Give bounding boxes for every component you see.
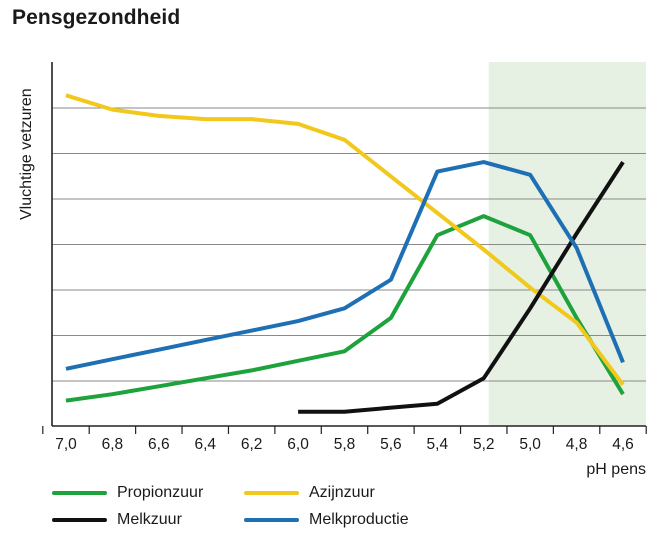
series-line-melkproductie [65,160,625,371]
legend-swatch-melkproductie [244,518,299,522]
x-tick-label: 6,4 [194,436,216,453]
series-line-propionzuur [65,214,625,403]
highlight-zone [488,62,646,426]
x-tick-label: 6,8 [102,436,124,453]
x-tick-label: 7,0 [55,436,77,453]
x-axis-label: pH pens [586,461,646,478]
legend-item-propionzuur: Propionzuur [52,482,203,504]
series-line-azijnzuur [65,93,625,386]
x-tick-label: 5,8 [334,436,356,453]
legend-label-melkzuur: Melkzuur [117,511,182,528]
legend-item-melkproductie: Melkproductie [244,509,409,531]
legend-swatch-azijnzuur [244,491,299,495]
x-tick-label: 4,6 [612,436,634,453]
x-tick-label: 5,0 [519,436,541,453]
x-tick-label: 6,2 [241,436,263,453]
legend-label-propionzuur: Propionzuur [117,484,204,501]
legend-item-melkzuur: Melkzuur [52,509,182,531]
legend-swatch-propionzuur [52,491,107,495]
x-tick-label: 6,6 [148,436,170,453]
x-tick-label: 5,6 [380,436,402,453]
legend-label-azijnzuur: Azijnzuur [309,484,375,501]
x-tick-label: 6,0 [287,436,309,453]
legend-label-melkproductie: Melkproductie [309,511,409,528]
page-title: Pensgezondheid [12,6,181,29]
x-tick-label: 5,2 [473,436,495,453]
legend: Propionzuur Azijnzuur Melkzuur Melkprodu… [52,482,472,532]
legend-item-azijnzuur: Azijnzuur [244,482,375,504]
x-tick-label: 5,4 [427,436,449,453]
chart: 7,0 6,8 6,6 6,4 6,2 6,0 5,8 5,6 5,4 5,2 5,0 4,8 4,6 … [42,62,647,478]
legend-swatch-melkzuur [52,518,107,522]
series-line-melkzuur [298,161,625,414]
x-tick-label: 4,8 [566,436,588,453]
